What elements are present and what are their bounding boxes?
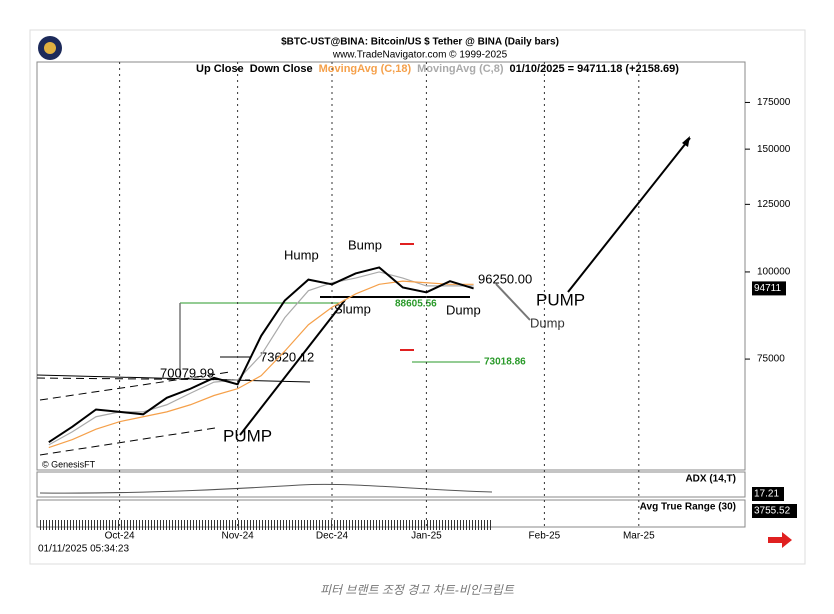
indicator-value: 17.21 [754,489,779,500]
annotation: PUMP [536,290,585,309]
indicator-badge [752,504,797,518]
x-tick-label: Feb-25 [529,531,561,542]
trend-line [39,371,231,401]
annotation: 88605.56 [395,299,437,310]
series-line [48,280,474,449]
legend-entry: MovingAvg (C,18) [319,63,412,75]
annotation: Dump [530,315,565,330]
y-tick-label: 125000 [757,199,791,210]
trend-line [39,427,216,456]
x-tick-label: Dec-24 [316,531,349,542]
watermark: © GenesisFT [42,459,96,469]
x-tick-label: Jan-25 [411,531,442,542]
caption: 피터 브랜트 조정 경고 차트-비인크립트 [320,583,515,597]
legend-entry: Down Close [250,63,313,75]
arrow [495,283,531,321]
y-tick-label: 175000 [757,97,791,108]
annotation: Bump [348,237,382,252]
y-tick-label: 75000 [757,354,785,365]
legend-entry: 01/10/2025 = 94711.18 (+2158.69) [510,63,680,75]
indicator-value: 3755.52 [754,506,791,517]
annotation: Slump [334,301,371,316]
chart-title: $BTC-UST@BINA: Bitcoin/US $ Tether @ BIN… [281,37,559,48]
y-tick-label: 150000 [757,144,791,155]
annotation: PUMP [223,426,272,445]
plot-area [36,61,746,471]
indicator-badge [752,487,784,501]
trend-line [36,374,311,383]
annotation: Dump [446,302,481,317]
legend-entry: Up Close [196,63,244,75]
y-tick-label: 100000 [757,267,791,278]
annotation: 73620.12 [260,349,314,364]
logo [44,42,56,54]
x-tick-label: Oct-24 [105,531,135,542]
price-badge-label: 94711 [754,283,782,294]
x-tick-label: Nov-24 [221,531,254,542]
annotation: 96250.00 [478,271,532,286]
timestamp: 01/11/2025 05:34:23 [38,544,129,555]
arrow-head [682,136,690,147]
series-line [48,266,474,444]
indicator-name: Avg True Range (30) [640,502,736,513]
price-badge [752,281,786,296]
x-tick-label: Mar-25 [623,531,655,542]
legend-entry: MovingAvg (C,8) [417,63,504,75]
chart-subtitle: www.TradeNavigator.com © 1999-2025 [332,50,508,61]
arrow [239,299,346,436]
annotation: Hump [284,247,319,262]
annotation: 70079.99 [160,365,214,380]
adx-panel [36,471,746,498]
indicator-name: ADX (14,T) [685,474,736,485]
adx-line [39,483,493,494]
arrow-icon [768,532,792,548]
annotation: 73018.86 [484,357,526,368]
arrow [567,137,691,293]
trend-line [36,377,251,381]
